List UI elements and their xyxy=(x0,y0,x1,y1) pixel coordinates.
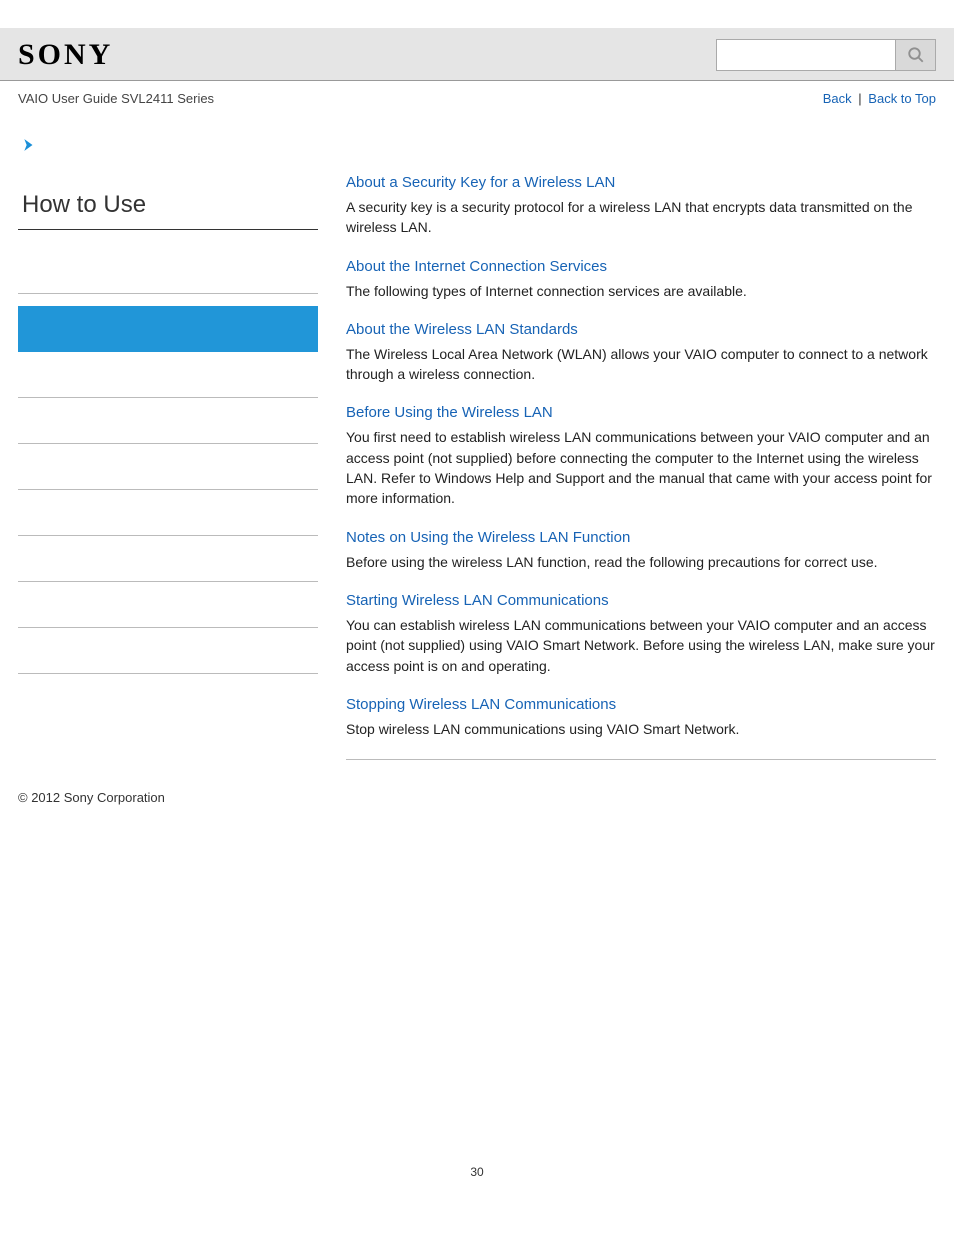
chevron-right-icon[interactable] xyxy=(22,136,318,157)
sidebar-item[interactable] xyxy=(18,444,318,490)
subheader: VAIO User Guide SVL2411 Series Back | Ba… xyxy=(0,81,954,116)
topic-description: You first need to establish wireless LAN… xyxy=(346,427,936,508)
content-divider xyxy=(346,759,936,760)
topic-description: A security key is a security protocol fo… xyxy=(346,197,936,238)
footer-copyright: © 2012 Sony Corporation xyxy=(0,770,954,825)
sidebar-item[interactable] xyxy=(18,398,318,444)
magnifier-icon xyxy=(907,46,925,64)
sidebar-list xyxy=(18,248,318,674)
topic-list: About a Security Key for a Wireless LAN A… xyxy=(346,174,936,739)
topic-description: The following types of Internet connecti… xyxy=(346,281,936,301)
topic-title-link[interactable]: Starting Wireless LAN Communications xyxy=(346,592,936,609)
sidebar-item[interactable] xyxy=(18,352,318,398)
sidebar-item[interactable] xyxy=(18,306,318,352)
search-button[interactable] xyxy=(896,39,936,71)
back-link[interactable]: Back xyxy=(823,91,852,106)
topic-item: About the Internet Connection Services Th… xyxy=(346,258,936,301)
sony-logo: SONY xyxy=(18,38,113,72)
topic-title-link[interactable]: About the Wireless LAN Standards xyxy=(346,321,936,338)
topic-title-link[interactable]: Before Using the Wireless LAN xyxy=(346,404,936,421)
sidebar: How to Use xyxy=(18,136,318,760)
topic-item: Starting Wireless LAN Communications You … xyxy=(346,592,936,676)
topic-description: Stop wireless LAN communications using V… xyxy=(346,719,936,739)
sidebar-item[interactable] xyxy=(18,582,318,628)
topic-description: You can establish wireless LAN communica… xyxy=(346,615,936,676)
search-input[interactable] xyxy=(716,39,896,71)
topic-item: About the Wireless LAN Standards The Wire… xyxy=(346,321,936,385)
topic-description: Before using the wireless LAN function, … xyxy=(346,552,936,572)
topic-item: Notes on Using the Wireless LAN Function… xyxy=(346,529,936,572)
topic-title-link[interactable]: About a Security Key for a Wireless LAN xyxy=(346,174,936,191)
top-nav-links: Back | Back to Top xyxy=(823,91,936,106)
sidebar-item[interactable] xyxy=(18,490,318,536)
topic-item: About a Security Key for a Wireless LAN A… xyxy=(346,174,936,238)
topic-title-link[interactable]: Stopping Wireless LAN Communications xyxy=(346,696,936,713)
main-content: About a Security Key for a Wireless LAN A… xyxy=(346,136,936,760)
header-bar: SONY xyxy=(0,28,954,81)
topic-title-link[interactable]: Notes on Using the Wireless LAN Function xyxy=(346,529,936,546)
content-area: How to Use About a Security Key for a Wi… xyxy=(0,116,954,770)
nav-separator: | xyxy=(858,91,861,106)
sidebar-item[interactable] xyxy=(18,536,318,582)
back-to-top-link[interactable]: Back to Top xyxy=(868,91,936,106)
topic-item: Before Using the Wireless LAN You first n… xyxy=(346,404,936,508)
topic-title-link[interactable]: About the Internet Connection Services xyxy=(346,258,936,275)
search-box xyxy=(716,39,936,71)
page-number: 30 xyxy=(0,1165,954,1199)
sidebar-title: How to Use xyxy=(18,185,318,230)
topic-item: Stopping Wireless LAN Communications Stop… xyxy=(346,696,936,739)
sidebar-item[interactable] xyxy=(18,248,318,294)
sidebar-item[interactable] xyxy=(18,628,318,674)
topic-description: The Wireless Local Area Network (WLAN) a… xyxy=(346,344,936,385)
breadcrumb: VAIO User Guide SVL2411 Series xyxy=(18,91,214,106)
